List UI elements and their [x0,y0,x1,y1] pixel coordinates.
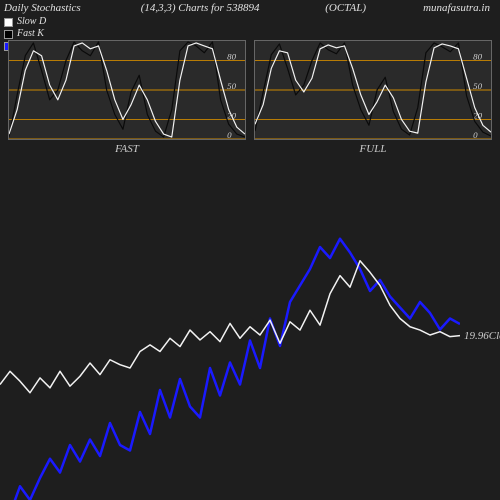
chart-header: Daily Stochastics (14,3,3) Charts for 53… [4,2,496,14]
fast-stochastic-panel: 0205080 FAST [8,40,246,140]
mini-charts-row: 0205080 FAST 0205080 FULL [8,40,492,140]
svg-text:50: 50 [473,81,482,91]
svg-text:80: 80 [227,52,236,62]
legend-fast-k-label: Fast K [17,28,44,40]
close-price-label: 19.96Close [464,330,500,342]
swatch-fast-k [4,30,13,39]
svg-text:0: 0 [227,130,232,139]
full-stochastic-panel: 0205080 FULL [254,40,492,140]
legend-slow-d: Slow D [4,16,46,28]
full-panel-label: FULL [360,143,387,155]
swatch-slow-d [4,18,13,27]
svg-text:0: 0 [473,130,478,139]
main-chart-svg [0,170,460,500]
fast-panel-label: FAST [115,143,139,155]
legend-slow-d-label: Slow D [17,16,46,28]
symbol-text: (OCTAL) [325,2,366,14]
params-text: (14,3,3) Charts for 538894 [141,2,260,14]
title-text: Daily Stochastics [4,2,81,14]
site-text: munafasutra.in [423,2,490,14]
full-stochastic-svg: 0205080 [255,41,491,139]
svg-text:80: 80 [473,52,482,62]
svg-text:50: 50 [227,81,236,91]
fast-stochastic-svg: 0205080 [9,41,245,139]
legend-fast-k: Fast K [4,28,46,40]
main-chart [0,170,460,500]
